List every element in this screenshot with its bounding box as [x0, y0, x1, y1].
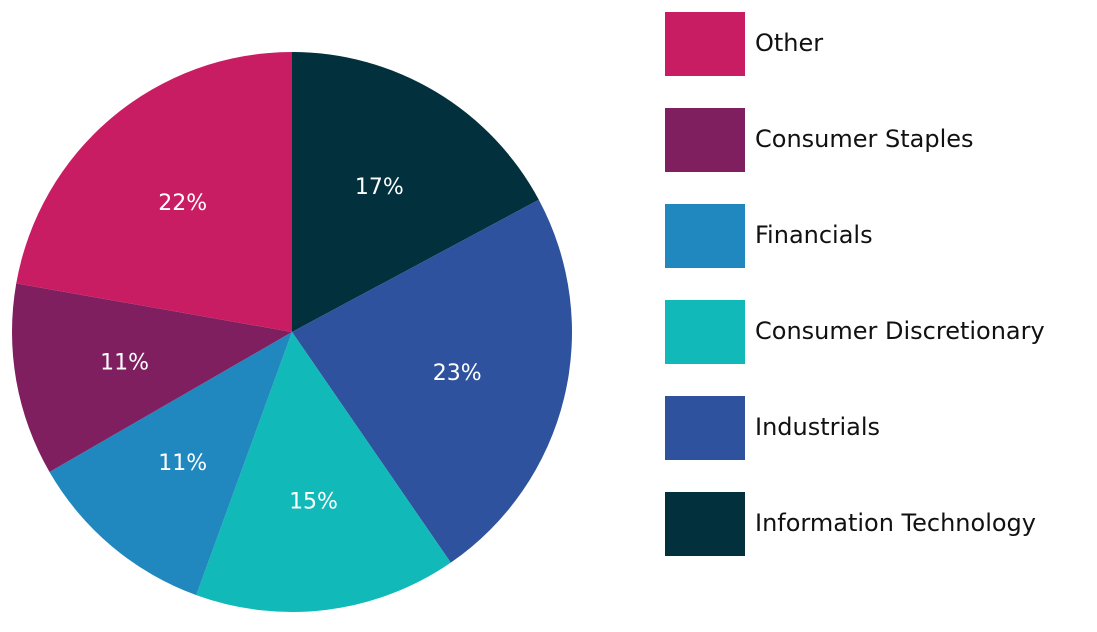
pie-slice-consumer-discretionary	[196, 332, 451, 613]
legend-swatch	[665, 12, 745, 76]
legend-swatch	[665, 492, 745, 556]
pie-slice-financials	[49, 332, 293, 596]
legend-item: Consumer Discretionary	[665, 300, 1095, 364]
slice-data-label: 23%	[433, 361, 482, 386]
legend-swatch	[665, 300, 745, 364]
pie-slice-information-technology	[292, 52, 539, 332]
legend-label: Consumer Discretionary	[755, 317, 1045, 345]
legend-label: Financials	[755, 221, 873, 249]
legend-label: Industrials	[755, 413, 881, 441]
pie-slice-industrials	[292, 199, 572, 563]
legend-item: Information Technology	[665, 492, 1095, 556]
legend-label: Other	[755, 29, 824, 57]
slice-data-label: 22%	[158, 191, 207, 216]
legend-item: Other	[665, 12, 1095, 76]
slice-data-label: 15%	[289, 490, 338, 515]
pie-chart: 17% 23% 15% 11% 11% 22%	[11, 52, 572, 613]
legend-item: Consumer Staples	[665, 108, 1095, 172]
slice-data-label: 11%	[100, 351, 149, 376]
legend-label: Information Technology	[755, 509, 1036, 537]
pie-slice-consumer-staples	[11, 283, 292, 472]
pie-slice-other	[16, 52, 292, 332]
legend-swatch	[665, 108, 745, 172]
slice-data-label: 17%	[355, 175, 404, 200]
legend-label: Consumer Staples	[755, 125, 974, 153]
legend-item: Industrials	[665, 396, 1095, 460]
legend-swatch	[665, 396, 745, 460]
legend-swatch	[665, 204, 745, 268]
legend-item: Financials	[665, 204, 1095, 268]
slice-data-label: 11%	[158, 451, 207, 476]
